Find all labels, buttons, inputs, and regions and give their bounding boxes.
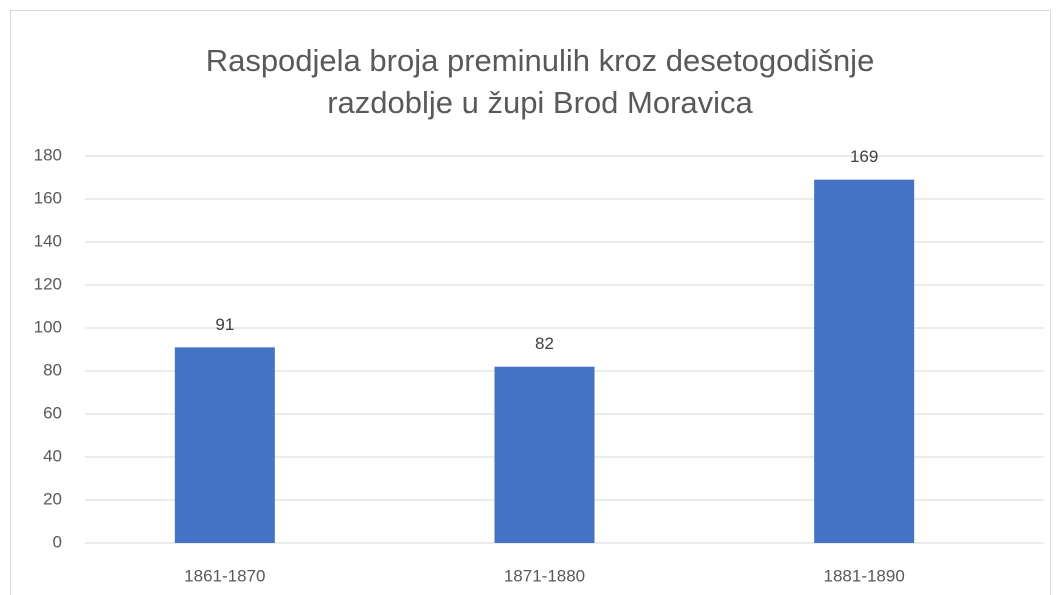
y-tick-label: 180 — [34, 145, 62, 164]
y-tick-label: 140 — [34, 231, 62, 250]
y-tick-label: 160 — [34, 188, 62, 207]
y-tick-label: 60 — [43, 403, 62, 422]
y-tick-label: 20 — [43, 489, 62, 508]
y-tick-label: 120 — [34, 274, 62, 293]
y-tick-label: 40 — [43, 446, 62, 465]
y-tick-label: 80 — [43, 360, 62, 379]
data-label: 169 — [850, 147, 878, 166]
x-tick-label: 1861-1870 — [184, 566, 265, 585]
bar — [814, 179, 915, 543]
data-label: 91 — [215, 315, 234, 334]
data-label: 82 — [535, 334, 554, 353]
x-tick-label: 1881-1890 — [824, 566, 905, 585]
y-tick-label: 0 — [53, 532, 62, 551]
y-tick-label: 100 — [34, 317, 62, 336]
x-tick-label: 1871-1880 — [504, 566, 585, 585]
chart-border — [10, 10, 1051, 595]
chart-title: Raspodjela broja preminulih kroz desetog… — [205, 43, 875, 120]
bar — [174, 347, 275, 543]
bar — [494, 366, 595, 543]
